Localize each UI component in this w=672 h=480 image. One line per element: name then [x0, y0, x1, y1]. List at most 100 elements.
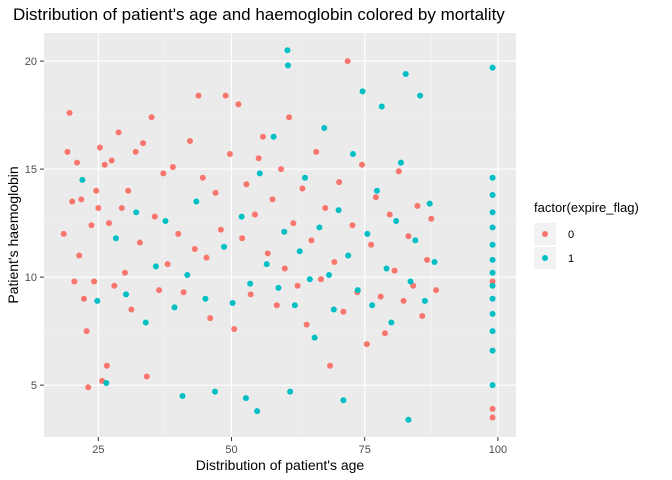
data-point-1 — [179, 392, 186, 399]
plot-panel — [44, 33, 516, 437]
data-point-0 — [235, 101, 242, 108]
data-point-1 — [489, 192, 496, 199]
data-point-1 — [133, 209, 140, 216]
data-point-0 — [243, 181, 250, 188]
data-point-0 — [251, 211, 258, 218]
x-axis-ticks: 25 50 75 100 — [92, 437, 507, 456]
data-point-0 — [273, 302, 280, 309]
data-point-0 — [395, 168, 402, 175]
data-point-0 — [231, 325, 238, 332]
data-point-0 — [377, 293, 384, 300]
x-tick-label: 25 — [92, 444, 104, 456]
data-point-0 — [381, 330, 388, 337]
data-point-1 — [275, 284, 282, 291]
data-point-1 — [281, 228, 288, 235]
data-point-1 — [373, 187, 380, 194]
legend-key-1-dot — [542, 255, 548, 261]
data-point-0 — [340, 308, 347, 315]
data-point-0 — [191, 246, 198, 253]
data-point-0 — [199, 174, 206, 181]
y-tick-label: 15 — [25, 164, 37, 176]
data-point-1 — [340, 397, 347, 404]
chart-title: Distribution of patient's age and haemog… — [13, 5, 505, 24]
data-point-1 — [321, 125, 328, 132]
data-point-0 — [93, 187, 100, 194]
data-point-0 — [69, 198, 76, 205]
data-point-1 — [184, 271, 191, 278]
data-point-1 — [489, 224, 496, 231]
data-point-0 — [414, 202, 421, 209]
data-point-1 — [345, 252, 352, 259]
data-point-0 — [226, 150, 233, 157]
data-point-1 — [229, 300, 236, 307]
data-point-1 — [489, 382, 496, 389]
data-point-0 — [125, 187, 132, 194]
data-point-0 — [71, 278, 78, 285]
data-point-1 — [112, 235, 119, 242]
data-points — [60, 47, 496, 423]
x-tick-label: 100 — [489, 444, 507, 456]
data-point-1 — [426, 200, 433, 207]
data-point-1 — [254, 408, 261, 415]
data-point-0 — [239, 235, 246, 242]
data-point-1 — [393, 217, 400, 224]
data-point-1 — [284, 62, 291, 69]
data-point-0 — [359, 161, 366, 168]
data-point-0 — [91, 278, 98, 285]
data-point-0 — [400, 297, 407, 304]
data-point-0 — [156, 287, 163, 294]
data-point-1 — [291, 302, 298, 309]
data-point-1 — [383, 265, 390, 272]
data-point-1 — [123, 291, 130, 298]
data-point-0 — [349, 222, 356, 229]
data-point-0 — [128, 306, 135, 313]
data-point-0 — [66, 109, 73, 116]
data-point-1 — [489, 347, 496, 354]
data-point-1 — [431, 259, 438, 266]
data-point-1 — [316, 224, 323, 231]
data-point-1 — [405, 416, 412, 423]
data-point-1 — [311, 334, 318, 341]
data-point-0 — [78, 196, 85, 203]
data-point-0 — [290, 220, 297, 227]
data-point-0 — [103, 362, 110, 369]
data-point-0 — [151, 213, 158, 220]
y-tick-label: 20 — [25, 56, 37, 68]
data-point-1 — [263, 261, 270, 268]
data-point-1 — [489, 64, 496, 71]
data-point-0 — [222, 92, 229, 99]
data-point-0 — [294, 282, 301, 289]
x-tick-label: 75 — [359, 444, 371, 456]
data-point-0 — [433, 287, 440, 294]
data-point-0 — [368, 241, 375, 248]
data-point-0 — [101, 161, 108, 168]
data-point-1 — [402, 71, 409, 78]
data-point-0 — [85, 384, 92, 391]
data-point-0 — [489, 278, 496, 285]
data-point-1 — [378, 103, 385, 110]
legend-title: factor(expire_flag) — [534, 200, 639, 215]
data-point-1 — [221, 243, 228, 250]
data-point-0 — [344, 58, 351, 65]
data-point-1 — [242, 395, 249, 402]
y-tick-label: 5 — [31, 380, 37, 392]
data-point-0 — [76, 252, 83, 259]
legend-label-0: 0 — [568, 229, 574, 241]
data-point-1 — [407, 278, 414, 285]
data-point-1 — [212, 388, 219, 395]
x-tick-label: 50 — [225, 444, 237, 456]
data-point-1 — [193, 198, 200, 205]
data-point-1 — [388, 319, 395, 326]
data-point-0 — [269, 196, 276, 203]
y-axis-title: Patient's haemoglobin — [5, 166, 21, 303]
data-point-0 — [118, 204, 125, 211]
data-point-0 — [111, 282, 118, 289]
legend-label-1: 1 — [568, 253, 574, 265]
data-point-0 — [83, 328, 90, 335]
data-point-1 — [489, 310, 496, 317]
data-point-0 — [217, 226, 224, 233]
data-point-0 — [136, 239, 143, 246]
data-point-0 — [303, 321, 310, 328]
y-axis-ticks: 5 10 15 20 — [25, 56, 44, 392]
